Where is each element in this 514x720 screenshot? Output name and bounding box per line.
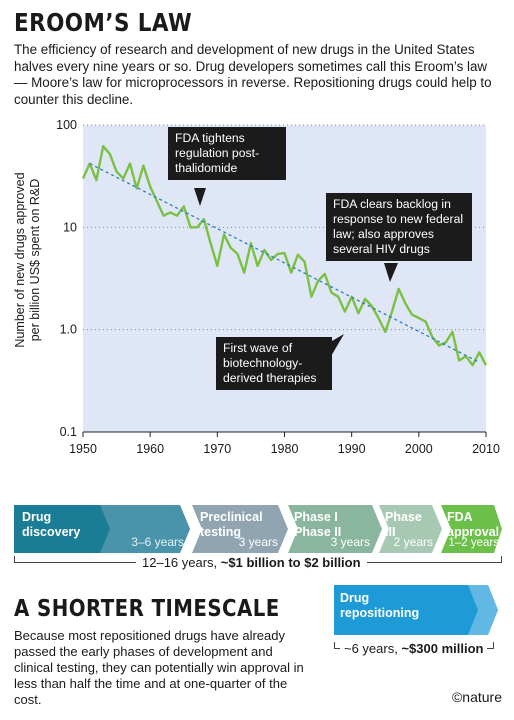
data-series-line bbox=[81, 145, 488, 367]
x-tick-label: 2000 bbox=[405, 442, 433, 456]
stage-fda-approval: FDA approval 1–2 years bbox=[443, 505, 501, 553]
repositioning-label: Drug repositioning bbox=[340, 591, 420, 620]
y-tick-label: 1.0 bbox=[60, 323, 77, 337]
stage-bg-phase-3 bbox=[379, 505, 442, 553]
stage-label: FDA approval bbox=[447, 510, 500, 539]
callout-pointer-backlog bbox=[384, 263, 398, 282]
stage-years: 3 years bbox=[330, 535, 370, 549]
stage-years: 3–6 years bbox=[131, 535, 184, 549]
stage-chevron-drug-discovery bbox=[100, 505, 190, 553]
stage-phase-1-2: Phase I Phase II 3 years bbox=[290, 505, 376, 553]
stage-label: Preclinical testing bbox=[200, 510, 263, 539]
callout-thalidomide: FDA tightens regulation post-thalidomide bbox=[168, 127, 286, 180]
section-body: Because most repositioned drugs have alr… bbox=[14, 628, 304, 707]
section-title: A SHORTER TIMESCALE bbox=[14, 596, 280, 622]
x-tick-label: 1980 bbox=[271, 442, 299, 456]
repositioning-box: Drug repositioning bbox=[334, 585, 494, 635]
pipeline-total-cost: ~$1 billion to $2 billion bbox=[220, 555, 361, 570]
x-tick-label: 2010 bbox=[472, 442, 500, 456]
stage-preclinical: Preclinical testing 3 years bbox=[192, 505, 284, 553]
pipeline-total-time: 12–16 years, bbox=[142, 555, 221, 570]
trend-line bbox=[89, 162, 480, 363]
stage-years: 2 years bbox=[393, 535, 433, 549]
x-tick-label: 1950 bbox=[69, 442, 97, 456]
y-tick-label: 0.1 bbox=[60, 425, 77, 439]
stage-label: Phase III bbox=[385, 510, 422, 539]
stage-phase-3: Phase III 2 years bbox=[381, 505, 437, 553]
repositioning-total-time: ~6 years, bbox=[344, 641, 402, 656]
repositioning-bracket-tick-left bbox=[334, 642, 335, 649]
pipeline-total: 12–16 years, ~$1 billion to $2 billion bbox=[136, 555, 367, 570]
stage-drug-discovery: Drug discovery 3–6 years bbox=[14, 505, 190, 553]
x-tick-label: 1990 bbox=[338, 442, 366, 456]
repositioning-chevron bbox=[468, 585, 498, 635]
y-tick-label: 10 bbox=[63, 220, 77, 234]
repositioning-bg bbox=[334, 585, 498, 635]
y-tick-label: 100 bbox=[56, 118, 77, 132]
callout-backlog: FDA clears backlog in response to new fe… bbox=[326, 193, 472, 261]
stage-label: Phase I Phase II bbox=[294, 510, 342, 539]
callout-pointer-thalidomide bbox=[194, 188, 206, 206]
page-title: EROOM’S LAW bbox=[14, 8, 193, 37]
pipeline-bracket-tick-right bbox=[501, 556, 502, 563]
repositioning-total: ~6 years, ~$300 million bbox=[340, 641, 488, 656]
stage-bg-fda-approval bbox=[441, 505, 502, 553]
stage-bg-phase-1-2 bbox=[288, 505, 382, 553]
stage-years: 3 years bbox=[238, 535, 278, 549]
stage-bg-preclinical bbox=[192, 505, 288, 553]
x-tick-label: 1960 bbox=[136, 442, 164, 456]
intro-text: The efficiency of research and developme… bbox=[14, 42, 492, 107]
stage-years: 1–2 years bbox=[448, 537, 499, 549]
credit: ©nature bbox=[451, 689, 502, 705]
stage-label: Drug discovery bbox=[22, 510, 81, 539]
pipeline-bracket-tick-left bbox=[14, 556, 15, 563]
x-tick-label: 1970 bbox=[203, 442, 231, 456]
callout-biotech: First wave of biotechnology-derived ther… bbox=[216, 337, 332, 390]
repositioning-total-cost: ~$300 million bbox=[401, 641, 484, 656]
repositioning-bracket-tick-right bbox=[493, 642, 494, 649]
